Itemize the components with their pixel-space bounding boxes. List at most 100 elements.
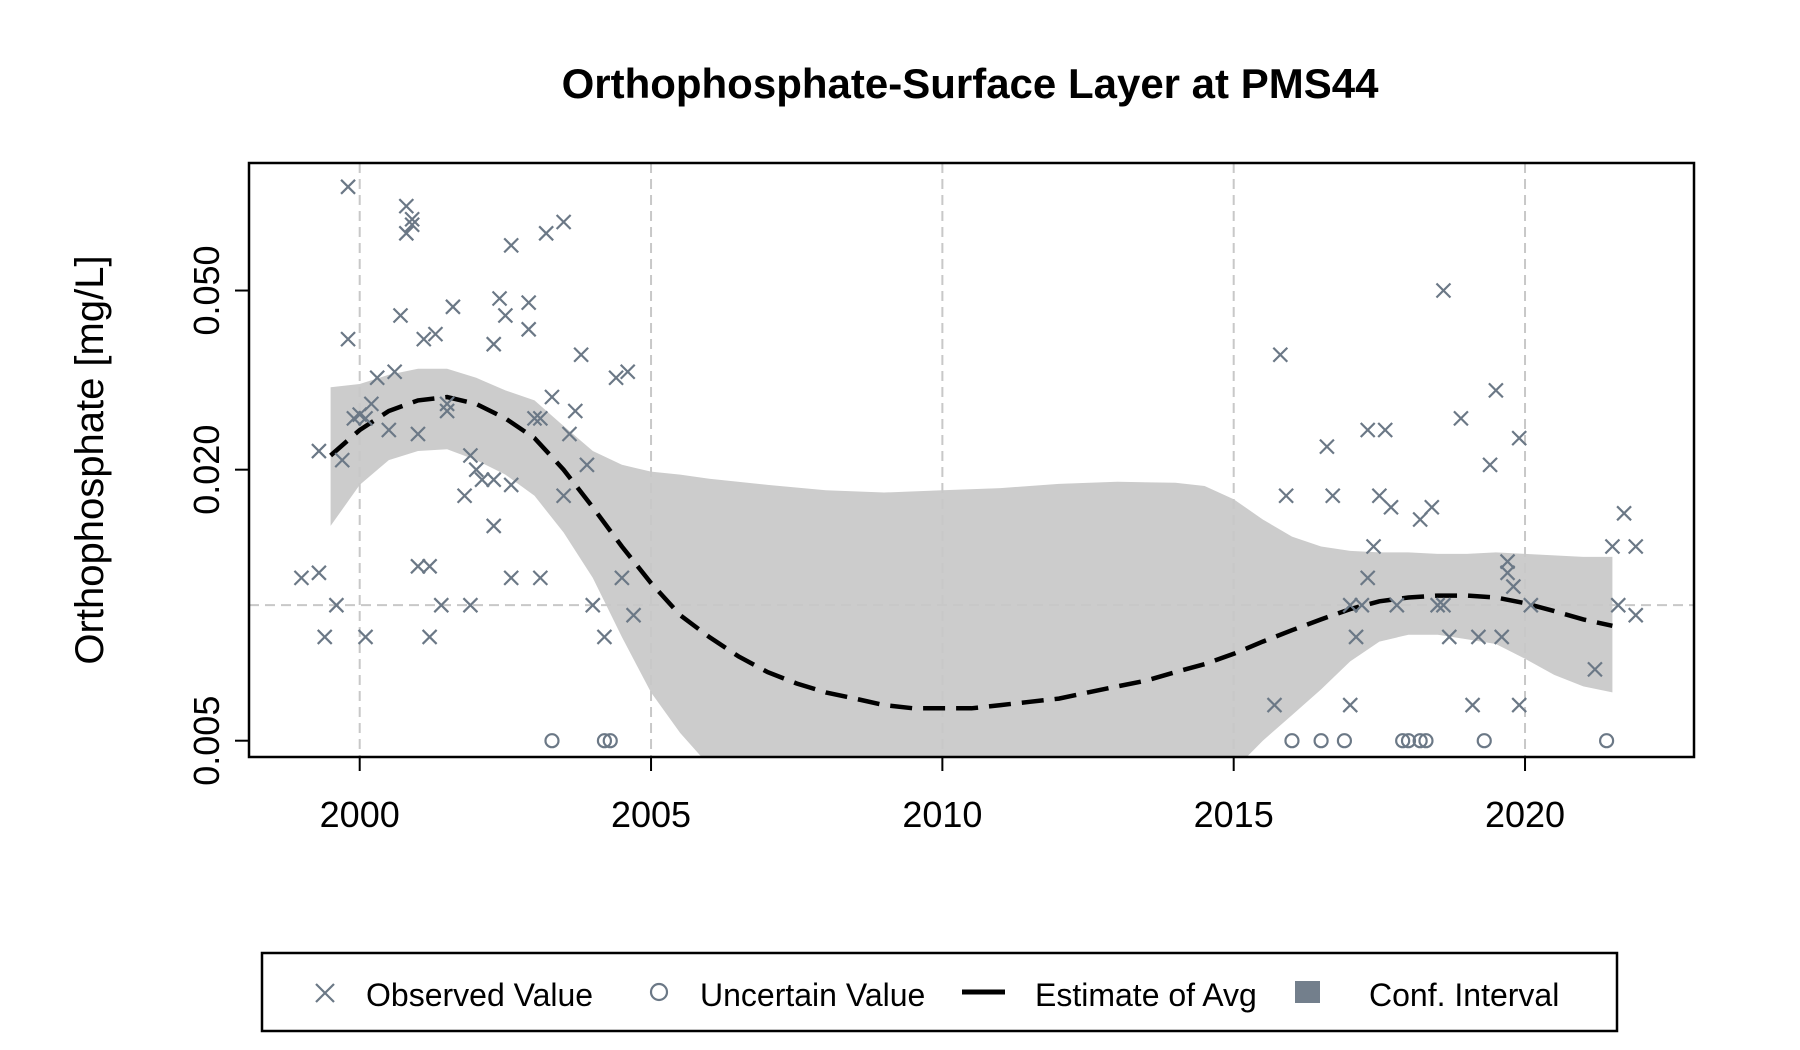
legend-uncertain-marker [649,982,669,1002]
observed-point-stroke [445,299,461,315]
observed-point [1627,607,1644,623]
observed-point-stroke [1523,597,1539,613]
observed-point [1348,629,1364,645]
observed-point-stroke [497,307,514,324]
observed-point [398,225,415,242]
observed-point-stroke [1424,499,1440,516]
observed-point-stroke [398,225,415,242]
observed-point [468,461,485,478]
observed-point-stroke [544,389,560,405]
observed-point [485,518,502,534]
observed-point-stroke [340,179,356,195]
observed-point-stroke [526,410,543,427]
observed-point-stroke [532,570,549,586]
observed-point-stroke [532,410,549,427]
plot-clip-group [249,163,1694,757]
uncertain-point [1412,733,1428,749]
observed-point-stroke [1429,597,1446,613]
observed-point-stroke [579,457,595,473]
observed-point [334,452,351,468]
uncertain-point [1313,733,1329,749]
observed-point [1342,597,1359,613]
observed-point-stroke [456,487,473,504]
observed-point-stroke [1616,505,1632,522]
observed-point [1488,382,1504,399]
observed-point [410,558,426,575]
observed-point-stroke [1464,697,1481,713]
uncertain-point [596,733,613,749]
observed-point-stroke [1342,597,1359,613]
uncertain-point [1476,733,1492,749]
observed-point [404,211,420,228]
observed-point-stroke [1511,430,1527,446]
x-tick-label-2000: 2000 [320,794,400,835]
observed-point [532,410,549,427]
observed-point-stroke [584,597,601,613]
x-tick-label-2015: 2015 [1194,794,1274,835]
observed-point-stroke [520,294,537,311]
observed-point [421,629,438,645]
observed-point-stroke [439,403,455,419]
observed-point-stroke [404,211,420,228]
observed-point-stroke [608,370,624,386]
uncertain-points [544,733,1615,749]
uncertain-point [1418,733,1434,749]
observed-point-stroke [1359,570,1376,586]
uncertain-point [1284,733,1300,749]
observed-point-stroke [357,410,374,427]
observed-point-stroke [404,216,420,233]
plot-frame [247,161,1696,759]
observed-point-stroke [334,452,351,468]
observed-point [445,299,461,315]
observed-point-stroke [491,290,508,307]
observed-point [1377,422,1393,438]
uncertain-point [1400,733,1417,749]
observed-point [584,597,601,613]
observed-point-stroke [1278,487,1294,504]
observed-point [1365,538,1382,555]
observed-point [369,370,385,386]
observed-point-stroke [410,426,426,442]
observed-point [561,426,578,442]
observed-point [1493,629,1510,645]
observed-point-stroke [474,471,490,488]
observed-point [555,487,572,504]
x-tick-label-2020: 2020 [1485,794,1565,835]
axes: 2000 2005 2010 2015 2020 0.005 0.020 0.050 [186,161,1696,835]
observed-point-stroke [427,326,444,342]
observed-point-stroke [503,477,519,493]
observed-point-stroke [538,225,554,242]
observed-point [357,410,374,427]
observed-point-stroke [340,331,356,347]
y-tick-label-0.050: 0.050 [186,245,227,335]
observed-point [1482,457,1498,473]
observed-point [544,389,560,405]
observed-point-stroke [1499,565,1516,581]
observed-point [1319,438,1335,455]
observed-point [491,290,508,307]
observed-point-stroke [398,198,415,214]
observed-point-stroke [468,461,485,478]
observed-point-stroke [1377,422,1393,438]
observed-point-stroke [1371,487,1388,504]
y-axis-label: Orthophosphate [mg/L] [68,255,112,664]
legend-interval-label: Conf. Interval [1369,977,1559,1013]
observed-point [293,570,310,586]
uncertain-point [1395,733,1411,749]
observed-point [340,179,356,195]
observed-point [614,570,630,586]
legend-observed-marker [315,983,335,1003]
observed-point-stroke [1505,578,1522,595]
observed-point-stroke [386,363,403,380]
legend: Observed Value Uncertain Value Estimate … [260,951,1619,1033]
legend-uncertain-label: Uncertain Value [700,977,925,1013]
uncertain-point [1336,733,1353,749]
observed-point-stroke [363,396,380,412]
observed-point [1389,597,1405,613]
observed-point-stroke [485,518,502,534]
observed-point [311,565,327,581]
observed-point [1523,597,1539,613]
observed-point-stroke [439,396,455,412]
observed-point [608,370,624,386]
observed-point-stroke [1610,597,1627,613]
